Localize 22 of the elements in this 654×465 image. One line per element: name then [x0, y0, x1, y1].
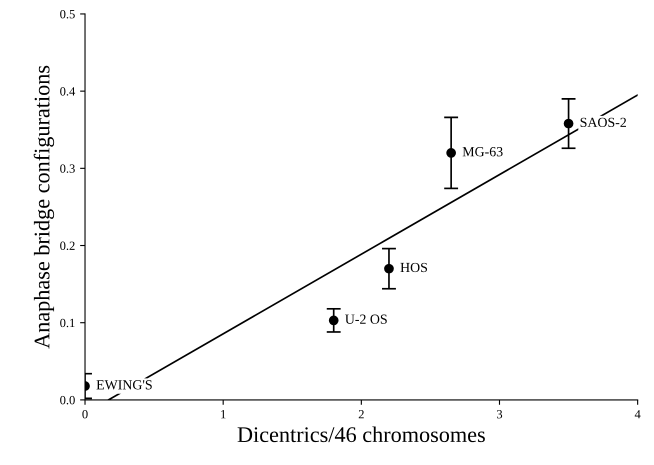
point [446, 148, 456, 158]
annotation: EWING'S [96, 380, 152, 390]
annotation: U-2 OS [345, 314, 387, 324]
point [564, 118, 574, 128]
y-axis-title: Anaphase bridge configurations [34, 66, 54, 349]
x-tick-label: 3 [496, 410, 502, 418]
x-tick-label: 0 [82, 410, 88, 418]
annotation: HOS [400, 262, 427, 272]
annotation: MG-63 [462, 147, 503, 156]
y-tick-label: 0.1 [60, 318, 75, 328]
annotation: SAOS-2 [580, 118, 626, 128]
y-tick-label: 0.2 [60, 242, 75, 250]
x-tick-label: 2 [358, 410, 364, 418]
y-tick-label: 0.4 [60, 87, 76, 96]
y-tick-label: 0.5 [60, 10, 75, 18]
y-tick-label: 0.0 [60, 396, 75, 404]
x-axis-title: Dicentrics/46 chromosomes [238, 426, 485, 442]
y-tick-label: 0.3 [60, 164, 75, 173]
x-tick-label: 1 [221, 410, 226, 418]
point [384, 264, 394, 274]
point [328, 316, 339, 326]
x-tick-label: 4 [634, 410, 641, 418]
